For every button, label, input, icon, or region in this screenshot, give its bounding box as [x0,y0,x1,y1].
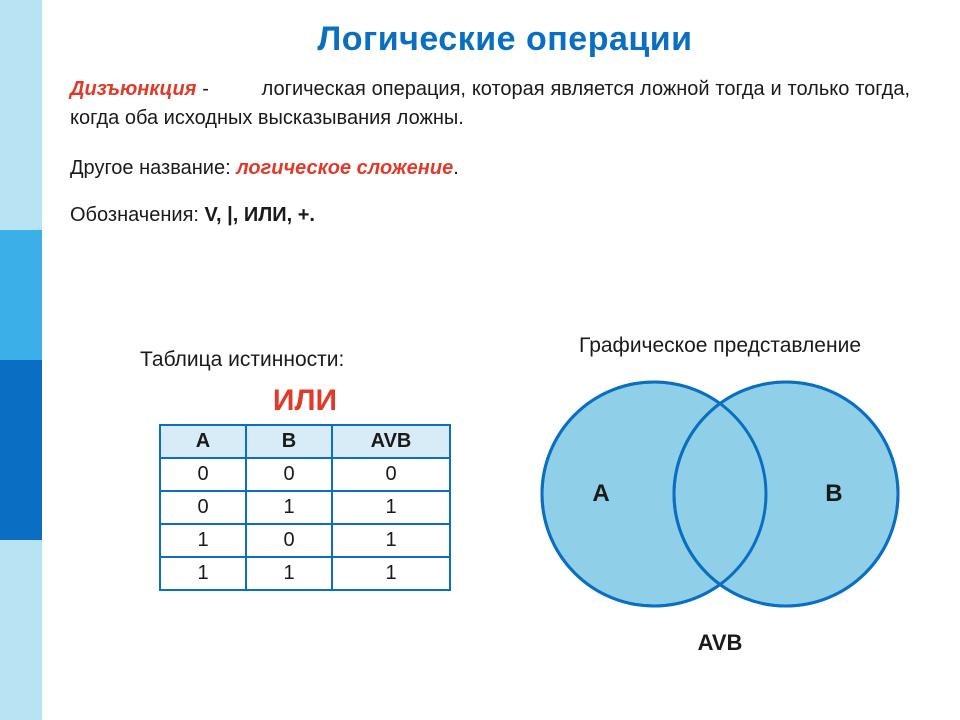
truth-cell: 0 [246,524,332,557]
alt-period: . [453,157,459,179]
notation-label: Обозначения: [70,204,205,226]
venn-bottom-label: AVB [510,630,930,656]
truth-cell: 0 [160,458,246,491]
venn-label-b: B [825,480,842,508]
notation-symbols: V, |, ИЛИ, +. [205,204,315,226]
truth-cell: 1 [332,524,450,557]
alt-name-line: Другое название: логическое сложение. [70,157,940,180]
truth-cell: 0 [160,491,246,524]
venn-region: Графическое представление A B AVB [510,334,930,656]
truth-caption: Таблица истинности: [120,348,490,372]
truth-header: A [160,425,246,458]
truth-cell: 1 [332,557,450,590]
truth-cell: 1 [246,491,332,524]
truth-header: AVB [332,425,450,458]
sidebar-stripe-dark [0,360,42,540]
truth-header: B [246,425,332,458]
term: Дизъюнкция [70,78,196,100]
truth-cell: 1 [160,557,246,590]
truth-cell: 0 [246,458,332,491]
page-title: Логические операции [70,20,940,59]
table-row: 101 [160,524,450,557]
definition-block: Дизъюнкция - логическая операция, котора… [70,75,940,133]
truth-cell: 1 [332,491,450,524]
alt-label: Другое название: [70,157,236,179]
notation-line: Обозначения: V, |, ИЛИ, +. [70,204,940,227]
venn-wrap: A B [520,364,920,626]
truth-cell: 0 [332,458,450,491]
table-row: 000 [160,458,450,491]
alt-name: логическое сложение [236,157,453,179]
truth-table-region: Таблица истинности: ИЛИ ABAVB00001110111… [120,348,490,591]
decorative-sidebar [0,0,42,720]
graph-caption: Графическое представление [510,334,930,358]
slide-content: Логические операции Дизъюнкция - логичес… [70,20,940,227]
or-label: ИЛИ [120,384,490,418]
table-row: 111 [160,557,450,590]
venn-diagram [520,364,920,624]
table-row: 011 [160,491,450,524]
truth-cell: 1 [246,557,332,590]
truth-cell: 1 [160,524,246,557]
dash: - [196,78,209,100]
truth-table: ABAVB000011101111 [159,424,451,591]
venn-label-a: A [592,480,609,508]
